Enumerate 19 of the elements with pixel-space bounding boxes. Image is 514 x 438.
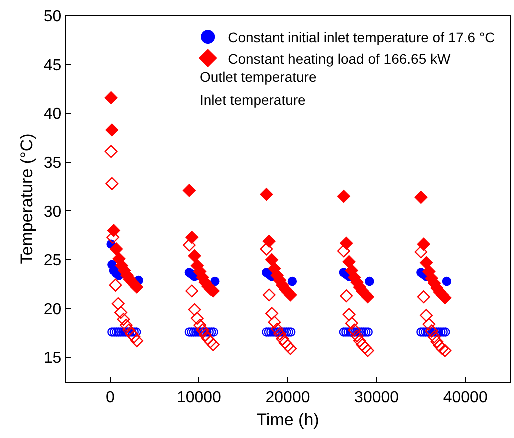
x-tick-label: 0 (106, 389, 115, 406)
y-tick-label: 20 (44, 301, 62, 318)
x-tick-label: 20000 (266, 389, 310, 406)
x-axis-title: Time (h) (256, 410, 320, 430)
y-tick-label: 45 (44, 57, 62, 74)
legend-label: Constant heating load of 166.65 kW (228, 50, 452, 67)
legend-label: Constant initial inlet temperature of 17.6 °C (228, 30, 496, 46)
x-tick-label: 30000 (354, 389, 400, 406)
annotation: Inlet temperature (200, 92, 306, 108)
y-tick-label: 40 (44, 106, 62, 124)
y-axis-title: Temperature (°C) (17, 134, 36, 264)
y-tick-label: 35 (44, 155, 62, 172)
y-tick-label: 15 (44, 350, 62, 368)
annotation: Outlet temperature (200, 69, 317, 85)
y-tick-label: 25 (44, 252, 62, 270)
x-tick-label: 10000 (176, 389, 222, 406)
x-tick-label: 40000 (443, 389, 488, 406)
y-tick-label: 50 (44, 8, 62, 26)
y-tick-label: 30 (44, 204, 62, 221)
